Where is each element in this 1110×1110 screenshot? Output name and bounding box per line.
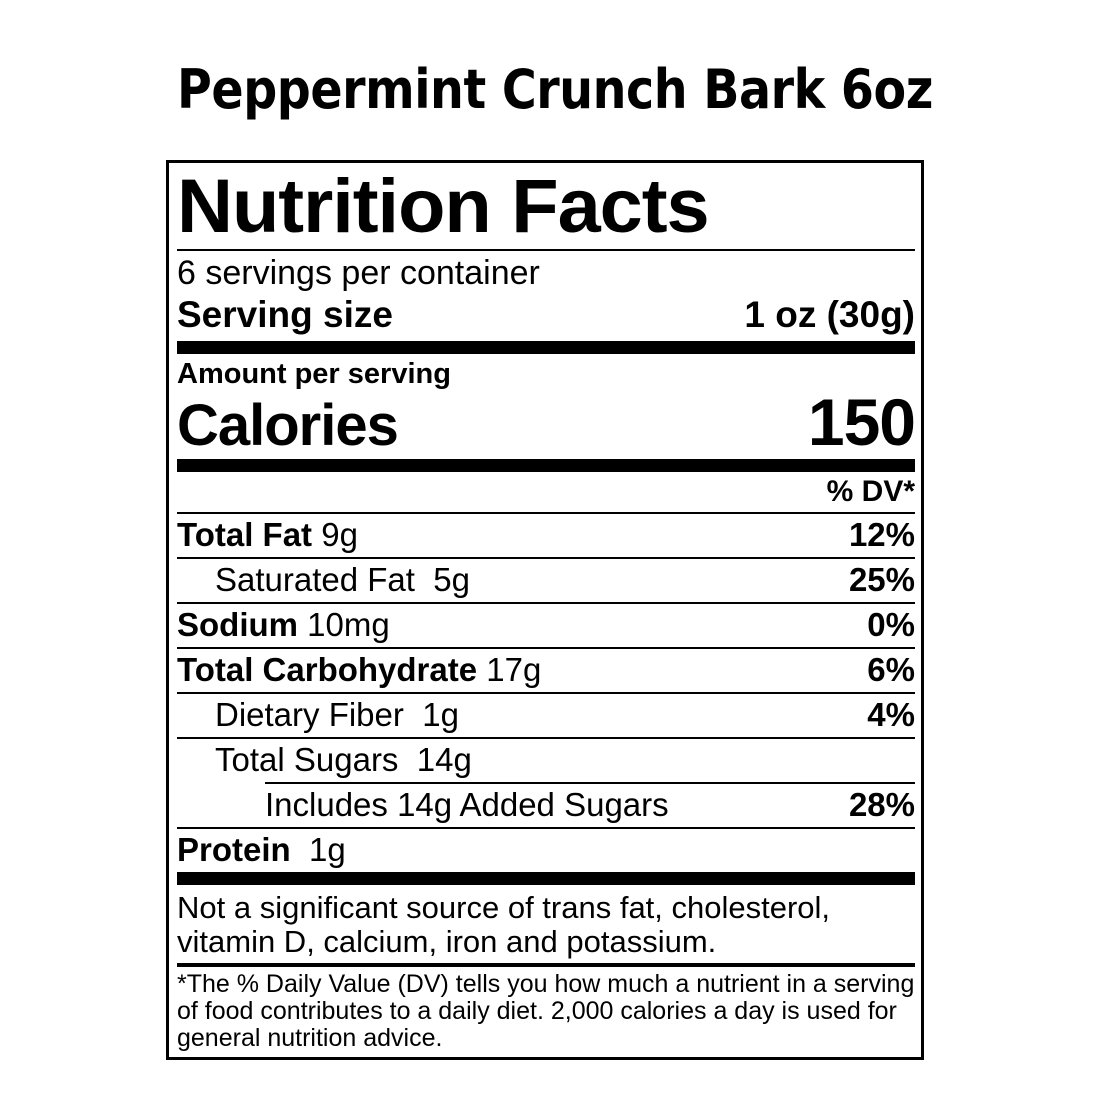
nutrient-amount: 17g [486,651,542,688]
divider-indented-added-sugars [265,782,915,784]
divider-thick-below-protein [177,872,915,885]
nutrient-label: Total Carbohydrate [177,651,478,688]
divider [177,827,915,829]
nutrient-name: Saturated Fat 5g [215,561,470,599]
nutrient-label: Total Sugars [215,741,399,778]
daily-value-footnote: *The % Daily Value (DV) tells you how mu… [177,970,915,1052]
nutrient-name: Total Sugars 14g [215,741,472,779]
calories-value: 150 [807,385,916,459]
table-row: Saturated Fat 5g 25% [177,559,915,602]
nutrient-label: Includes 14g Added Sugars [265,786,669,823]
not-significant-source-note: Not a significant source of trans fat, c… [177,890,831,959]
nutrient-name: Protein 1g [177,831,346,869]
nutrient-amount: 1g [422,696,459,733]
nutrient-name: Dietary Fiber 1g [215,696,459,734]
nutrient-dv: 25% [848,561,915,598]
nutrition-facts-label: Nutrition Facts 6 servings per container… [166,160,924,1060]
calories-row: Calories 150 [177,385,916,459]
nutrient-dv: 12% [848,516,915,553]
divider [177,692,915,694]
calories-label: Calories [177,393,399,458]
table-row: Dietary Fiber 1g 4% [177,694,915,737]
nutrient-name: Total Carbohydrate 17g [177,651,541,689]
nutrient-amount: 14g [416,741,472,778]
divider [177,557,915,559]
nutrient-label: Protein [177,831,291,868]
table-row: Total Fat 9g 12% [177,514,915,557]
nutrient-name: Total Fat 9g [177,516,358,554]
nutrient-amount: 5g [433,561,471,598]
divider-under-dv-header [177,512,915,514]
table-row: Total Carbohydrate 17g 6% [177,649,915,692]
divider [177,647,915,649]
nutrient-dv: 6% [867,651,915,688]
table-row: Includes 14g Added Sugars 28% [177,784,915,827]
serving-size-value: 1 oz (30g) [744,294,915,335]
nutrient-name: Includes 14g Added Sugars [265,786,669,824]
amount-per-serving-label: Amount per serving [177,358,451,390]
nutrient-dv: 4% [867,696,915,733]
divider [177,602,915,604]
nutrition-facts-heading: Nutrition Facts [177,164,710,249]
nutrient-label: Total Fat [177,516,313,553]
serving-size-label: Serving size [177,294,393,335]
nutrient-amount: 10mg [307,606,390,643]
daily-value-header: % DV* [826,475,915,508]
table-row: Protein 1g [177,829,915,872]
divider [177,737,915,739]
nutrient-dv: 28% [848,786,915,823]
nutrient-amount: 9g [321,516,358,553]
page-title: Peppermint Crunch Bark 6oz [177,58,933,121]
nutrient-amount: 1g [309,831,346,868]
nutrient-label: Saturated Fat [215,561,415,598]
servings-per-container: 6 servings per container [177,254,540,292]
serving-size-row: Serving size 1 oz (30g) [177,293,915,341]
divider-above-dv-footnote [177,963,915,967]
table-row: Sodium 10mg 0% [177,604,915,647]
nutrient-label: Sodium [177,606,298,643]
divider-thick-above-calories [177,341,915,354]
nutrient-label: Dietary Fiber [215,696,404,733]
nutrient-dv: 0% [867,606,915,643]
nutrient-name: Sodium 10mg [177,606,390,644]
table-row: Total Sugars 14g [177,739,915,782]
divider-thick-below-calories [177,459,915,472]
divider-under-heading [177,249,915,251]
